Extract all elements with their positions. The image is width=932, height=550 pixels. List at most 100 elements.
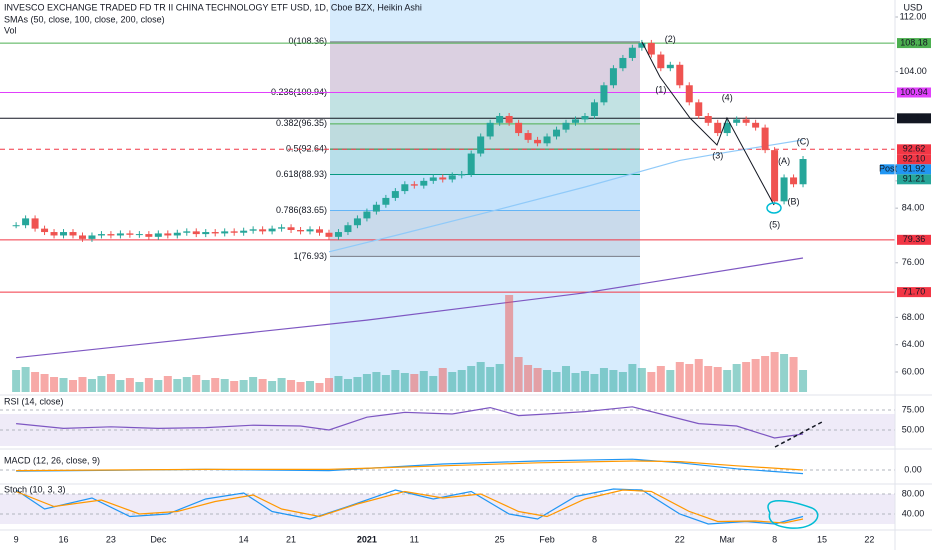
candle xyxy=(685,85,693,103)
y-tick-label: 76.00 xyxy=(902,257,925,267)
volume-bar xyxy=(249,377,258,392)
sma-200 xyxy=(16,257,804,359)
volume-bar xyxy=(770,352,779,392)
candle xyxy=(761,127,769,151)
candle xyxy=(467,153,475,175)
price-box-label: 108.18 xyxy=(900,37,928,47)
volume-bar xyxy=(799,370,808,392)
sma-100 xyxy=(328,139,804,253)
x-tick-label: 16 xyxy=(59,534,69,544)
stoch-line xyxy=(15,489,804,524)
candle xyxy=(221,231,229,234)
volume-bar xyxy=(438,368,447,392)
fib-band xyxy=(330,41,640,93)
candle xyxy=(116,233,124,236)
candle xyxy=(410,184,418,186)
candle xyxy=(647,42,655,55)
volume-bar xyxy=(306,381,315,392)
fib-band xyxy=(330,149,640,175)
price-box-label: 79.36 xyxy=(903,234,926,244)
price-box-label: 91.92 xyxy=(903,164,926,174)
volume-bar xyxy=(201,380,210,392)
pane-title: RSI (14, close) xyxy=(4,396,64,406)
volume-bar xyxy=(571,373,580,392)
volume-bar xyxy=(514,357,523,392)
candle xyxy=(211,232,219,234)
x-tick-label: 2021 xyxy=(357,534,377,544)
pane-title: MACD (12, 26, close, 9) xyxy=(4,455,100,465)
volume-bar xyxy=(268,381,277,392)
x-tick-label: Feb xyxy=(539,534,555,544)
candle xyxy=(571,119,579,123)
volume-bar xyxy=(163,376,172,392)
wave-lines xyxy=(641,41,775,206)
candle xyxy=(97,234,105,236)
volume-bar xyxy=(505,295,514,392)
candle xyxy=(600,85,608,103)
fib-label: 0.5(92.64) xyxy=(286,144,327,154)
volume-bar xyxy=(675,362,684,392)
date-range xyxy=(330,0,640,392)
candle xyxy=(448,175,456,180)
volume-bar xyxy=(580,371,589,392)
candle xyxy=(363,211,371,219)
circle-annotation xyxy=(766,202,782,214)
price-box-label: 91.21 xyxy=(903,174,926,184)
candle xyxy=(590,102,598,116)
volume-bar xyxy=(694,359,703,392)
candle xyxy=(31,218,39,229)
volume-bar xyxy=(239,380,248,392)
volume-bar xyxy=(315,383,324,392)
vol-legend: Vol xyxy=(4,25,17,35)
volume-bar xyxy=(97,376,106,392)
volume-bar xyxy=(69,380,78,392)
candle xyxy=(69,232,77,236)
volume-bar xyxy=(647,372,656,392)
volume-bar xyxy=(723,370,732,392)
candle xyxy=(704,115,712,123)
candle xyxy=(429,177,437,181)
volume-bar xyxy=(628,364,637,392)
rsi-trendline xyxy=(774,421,823,448)
candle xyxy=(742,119,750,123)
volume-bar xyxy=(182,377,191,392)
candle xyxy=(771,150,779,202)
currency: USD xyxy=(903,2,923,12)
candle xyxy=(714,122,722,134)
candle xyxy=(22,218,30,226)
candle xyxy=(192,231,200,235)
wave-label: (C) xyxy=(797,136,810,146)
volume-bar xyxy=(154,380,163,392)
candle xyxy=(306,229,314,232)
wave-label: (2) xyxy=(665,34,676,44)
volume-bar xyxy=(59,378,68,392)
volume-bar xyxy=(666,370,675,392)
price-box xyxy=(897,154,931,165)
volume-bar xyxy=(87,379,96,392)
x-tick-label: 9 xyxy=(14,534,19,544)
candle xyxy=(458,174,466,176)
volume-bar xyxy=(324,378,333,392)
candle xyxy=(202,232,210,235)
y-tick-label: 68.00 xyxy=(902,312,925,322)
price-box-label: 71.70 xyxy=(903,287,926,297)
volume-bar xyxy=(590,374,599,392)
volume-bar xyxy=(40,374,49,392)
candle xyxy=(695,102,703,116)
volume-bar xyxy=(106,374,115,392)
volume-bar xyxy=(609,370,618,392)
candle xyxy=(628,47,636,58)
candle xyxy=(107,234,115,236)
volume-bar xyxy=(533,368,542,392)
candle xyxy=(723,122,731,134)
x-tick-label: 11 xyxy=(410,534,419,544)
volume-bar xyxy=(362,374,371,392)
candle xyxy=(230,231,238,233)
fib-label: 0(108.36) xyxy=(288,36,327,46)
volume-bar xyxy=(116,380,125,392)
candle xyxy=(278,227,286,229)
price-box-label: 92.10 xyxy=(903,154,926,164)
y-tick-label: 84.00 xyxy=(902,203,925,213)
candle xyxy=(780,177,788,202)
fib-band xyxy=(330,123,640,150)
